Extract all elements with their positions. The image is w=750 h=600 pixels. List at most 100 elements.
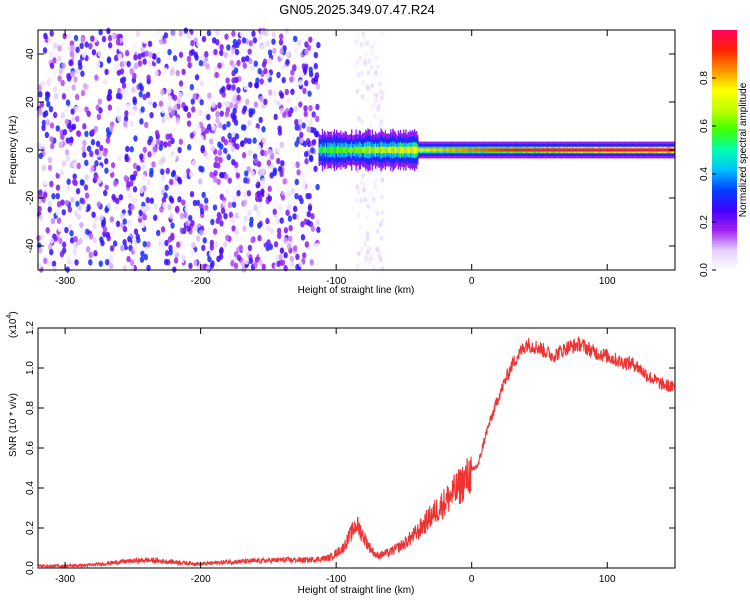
spectrogram-cell: [139, 187, 144, 194]
spectrogram-cell: [96, 113, 102, 121]
spectrogram-cell: [538, 148, 540, 152]
spectrogram-cell: [286, 190, 292, 198]
spectrogram-cell: [258, 201, 263, 209]
spectrogram-cell: [169, 197, 175, 204]
spectrogram-cell: [279, 92, 285, 99]
spectrogram-cell: [58, 237, 63, 245]
spectrogram-cell: [85, 246, 91, 253]
spectrogram-cell: [544, 148, 546, 152]
spectrogram-cell: [122, 218, 127, 225]
spectrogram-cell: [261, 178, 266, 185]
spectrogram-cell: [88, 233, 94, 240]
spectrogram-cell: [254, 82, 260, 89]
spectrogram-cell: [355, 88, 360, 94]
spectrogram-cell: [418, 148, 420, 152]
spectrogram-cell: [513, 148, 516, 152]
spectrogram-cell: [64, 199, 69, 207]
spectrogram-cell: [464, 148, 467, 152]
spectrogram-cell: [267, 185, 272, 192]
spectrogram-cell: [277, 204, 282, 211]
spectrogram-cell: [364, 146, 366, 154]
spectrogram-cell: [277, 187, 282, 195]
spectrogram-cell: [61, 160, 67, 167]
spectrogram-cell: [133, 54, 138, 61]
spectrogram-cell: [204, 51, 209, 58]
spectrogram-cell: [267, 49, 273, 56]
spectrogram-cell: [86, 145, 92, 152]
spectrogram-cell: [217, 149, 223, 156]
spectrogram-cell: [294, 192, 299, 200]
spectrogram-cell: [247, 209, 252, 217]
spectrogram-cell: [279, 247, 285, 254]
spectrogram-cell: [250, 236, 255, 244]
spectrogram-cell: [231, 225, 236, 232]
spectrogram-cell: [210, 260, 215, 267]
spectrogram-cell: [161, 174, 166, 182]
spectrogram-cell: [289, 261, 295, 268]
spectrogram-cell: [208, 250, 214, 258]
spectrogram-cell: [80, 89, 86, 97]
spectrogram-cell: [124, 50, 130, 57]
spectrogram-cell: [175, 117, 180, 124]
spectrogram-cell: [126, 255, 131, 263]
snr-frame: [37, 327, 676, 569]
spectrogram-cell: [116, 33, 121, 41]
spectrogram-cell: [392, 146, 394, 154]
spectrogram-cell: [459, 148, 461, 152]
spectrogram-cell: [642, 148, 645, 152]
spectrogram-cell: [73, 34, 79, 42]
spectrogram-cell: [147, 151, 152, 158]
y-tick-label: 0.4: [25, 481, 36, 495]
spectrogram-cell: [167, 204, 172, 211]
spectrogram-cell: [257, 234, 262, 242]
spectrogram-cell: [274, 255, 280, 262]
spectrogram-cell: [65, 137, 71, 144]
spectrogram-cell: [121, 101, 126, 109]
spectrogram-cell: [47, 243, 53, 251]
spectrogram-cell: [209, 171, 214, 178]
spectrogram-cell: [220, 207, 226, 215]
spectrogram-cell: [386, 147, 389, 153]
spectrogram-cell: [365, 235, 369, 241]
spectrogram-cell: [188, 214, 193, 222]
spectrogram-cell: [374, 92, 379, 98]
spectrogram-cell: [462, 148, 465, 152]
spectrogram-cell: [135, 233, 140, 240]
spectrogram-cell: [84, 174, 90, 181]
spectrogram-cell: [296, 169, 301, 176]
spectrogram-cell: [199, 79, 204, 87]
spectrogram-cell: [536, 148, 538, 152]
spectrogram-cell: [124, 155, 129, 163]
spectrogram-cell: [233, 251, 239, 258]
spectrogram-cell: [123, 120, 128, 128]
spectrogram-cell: [256, 144, 262, 151]
spectrogram-cell: [344, 146, 346, 154]
spectrogram-cell: [380, 177, 385, 183]
spectrogram-cell: [612, 148, 614, 152]
spectrogram-cell: [98, 28, 103, 36]
spectrogram-cell: [553, 148, 556, 152]
spectrogram-cell: [129, 120, 134, 127]
spectrogram-cell: [90, 139, 96, 146]
spectrogram-cell: [228, 211, 234, 219]
spectrogram-cell: [327, 146, 329, 154]
spectrogram-cell: [219, 44, 224, 51]
spectrogram-cell: [278, 253, 283, 261]
spectrogram-cell: [238, 244, 244, 251]
spectrogram-cell: [467, 148, 469, 152]
spectrogram-cell: [663, 148, 665, 152]
spectrogram-cell: [652, 148, 654, 152]
spectrogram-cell: [355, 146, 357, 154]
spectrogram-cell: [483, 148, 485, 152]
spectrogram-cell: [526, 148, 529, 152]
spectrogram-cell: [524, 148, 526, 152]
spectrogram-cell: [354, 38, 359, 45]
spectrogram-cell: [232, 195, 237, 202]
spectrogram-cell: [574, 148, 576, 152]
spectrogram-cell: [272, 89, 277, 97]
spectrogram-cell: [84, 130, 89, 138]
spectrogram-cell: [600, 148, 602, 152]
spectrogram-cell: [641, 148, 643, 152]
spectrogram-cell: [109, 262, 114, 270]
spectrogram-cell: [253, 157, 259, 165]
